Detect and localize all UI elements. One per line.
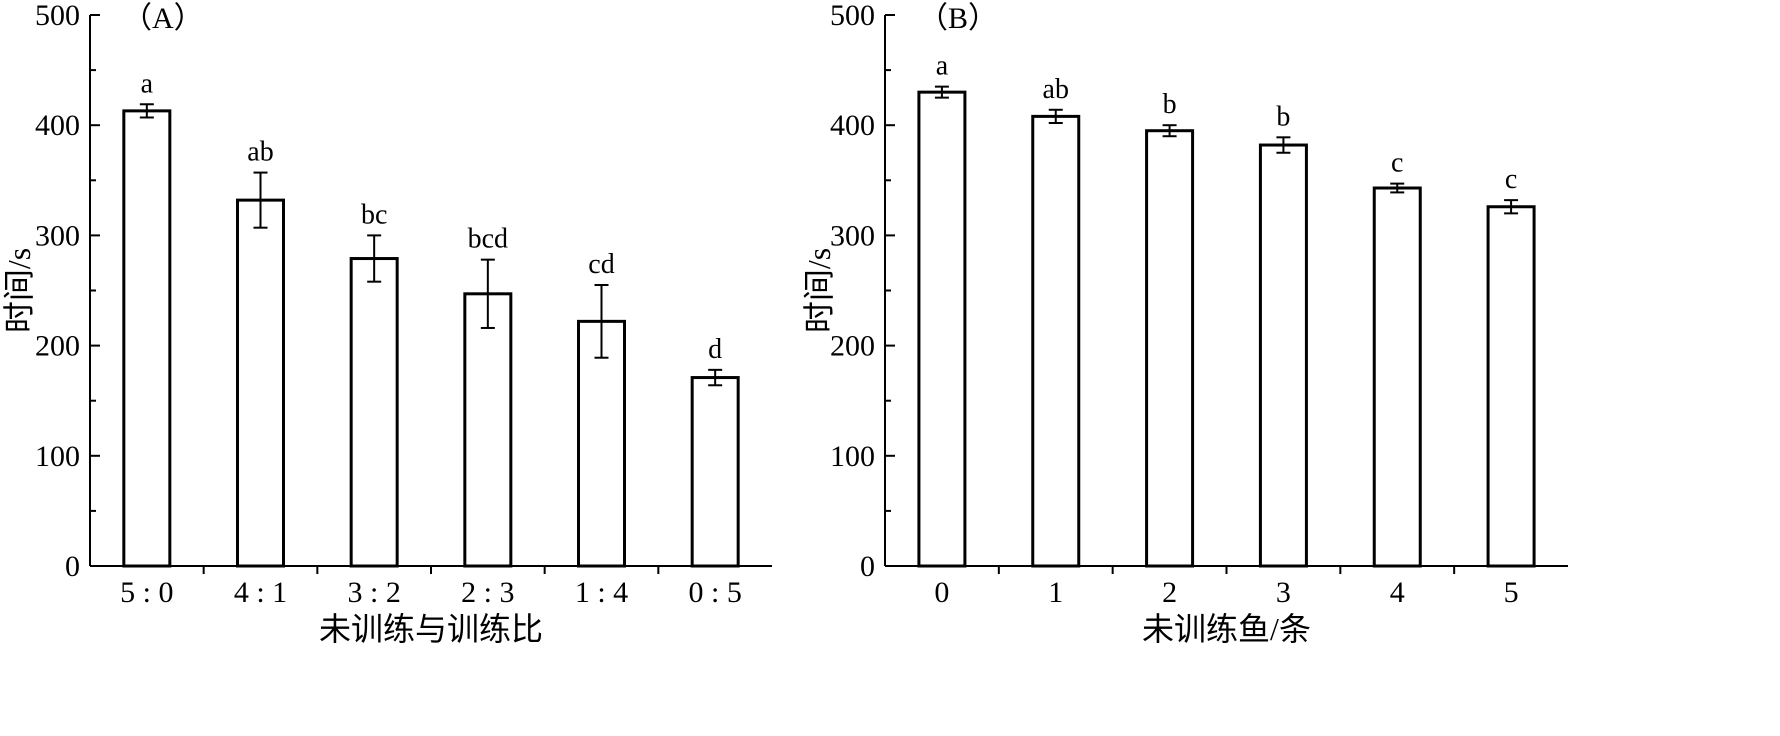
x-tick-label: 2 : 3 (461, 576, 514, 609)
y-tick-label: 0 (65, 550, 80, 583)
x-tick-label: 3 : 2 (347, 576, 400, 609)
significance-label: ab (247, 137, 273, 168)
x-axis-title: 未训练鱼/条 (1142, 611, 1311, 647)
significance-label: a (936, 51, 949, 82)
bar (463, 292, 513, 568)
significance-label: c (1391, 148, 1403, 179)
bar (917, 90, 967, 568)
bar (1372, 186, 1422, 568)
y-tick-label: 500 (35, 0, 80, 32)
y-axis-title: 时间/s (801, 248, 837, 333)
significance-label: cd (588, 249, 614, 280)
bar (577, 319, 626, 568)
x-tick-label: 4 (1390, 576, 1405, 609)
bar (690, 376, 740, 568)
x-tick-label: 0 : 5 (688, 576, 741, 609)
x-tick-label: 5 (1504, 576, 1519, 609)
y-tick-label: 400 (830, 109, 875, 142)
x-axis-title: 未训练与训练比 (319, 611, 543, 647)
y-tick-label: 100 (35, 440, 80, 473)
significance-label: b (1276, 101, 1290, 132)
bar (236, 198, 285, 568)
y-tick-label: 100 (830, 440, 875, 473)
bar (1031, 114, 1081, 568)
x-tick-label: 1 (1048, 576, 1063, 609)
significance-label: d (708, 334, 722, 365)
significance-label: ab (1043, 74, 1069, 105)
y-tick-label: 400 (35, 109, 80, 142)
bar (1145, 129, 1195, 568)
y-axis-title: 时间/s (1, 248, 37, 333)
x-tick-label: 1 : 4 (575, 576, 628, 609)
bar (349, 257, 399, 568)
chart-panel-a: 0 100 200 300 400 500 a 5 : 0 ab 4 : 1 bc 3 : 2 bcd 2… (1, 0, 772, 647)
significance-label: c (1505, 164, 1517, 195)
significance-label: a (141, 68, 154, 99)
significance-label: bc (361, 199, 387, 230)
significance-label: bcd (468, 224, 508, 255)
y-tick-label: 300 (830, 219, 875, 252)
x-tick-label: 0 (934, 576, 949, 609)
y-tick-label: 300 (35, 219, 80, 252)
x-tick-label: 4 : 1 (234, 576, 287, 609)
x-tick-label: 3 (1276, 576, 1291, 609)
y-tick-label: 0 (860, 550, 875, 583)
bar (1486, 205, 1536, 568)
y-tick-label: 200 (35, 330, 80, 363)
bar (122, 109, 172, 568)
bar (1258, 143, 1308, 568)
panel-label: （B） (918, 2, 998, 35)
y-tick-label: 200 (830, 330, 875, 363)
chart-panel-b: 0 100 200 300 400 500 a 0 ab 1 b 2 b 3 c 4 c 5 未训练鱼/条 时间/s （… (801, 0, 1568, 647)
significance-label: b (1163, 89, 1177, 120)
y-tick-label: 500 (830, 0, 875, 32)
panel-label: （A） (122, 2, 204, 35)
x-tick-label: 5 : 0 (120, 576, 173, 609)
x-tick-label: 2 (1162, 576, 1177, 609)
